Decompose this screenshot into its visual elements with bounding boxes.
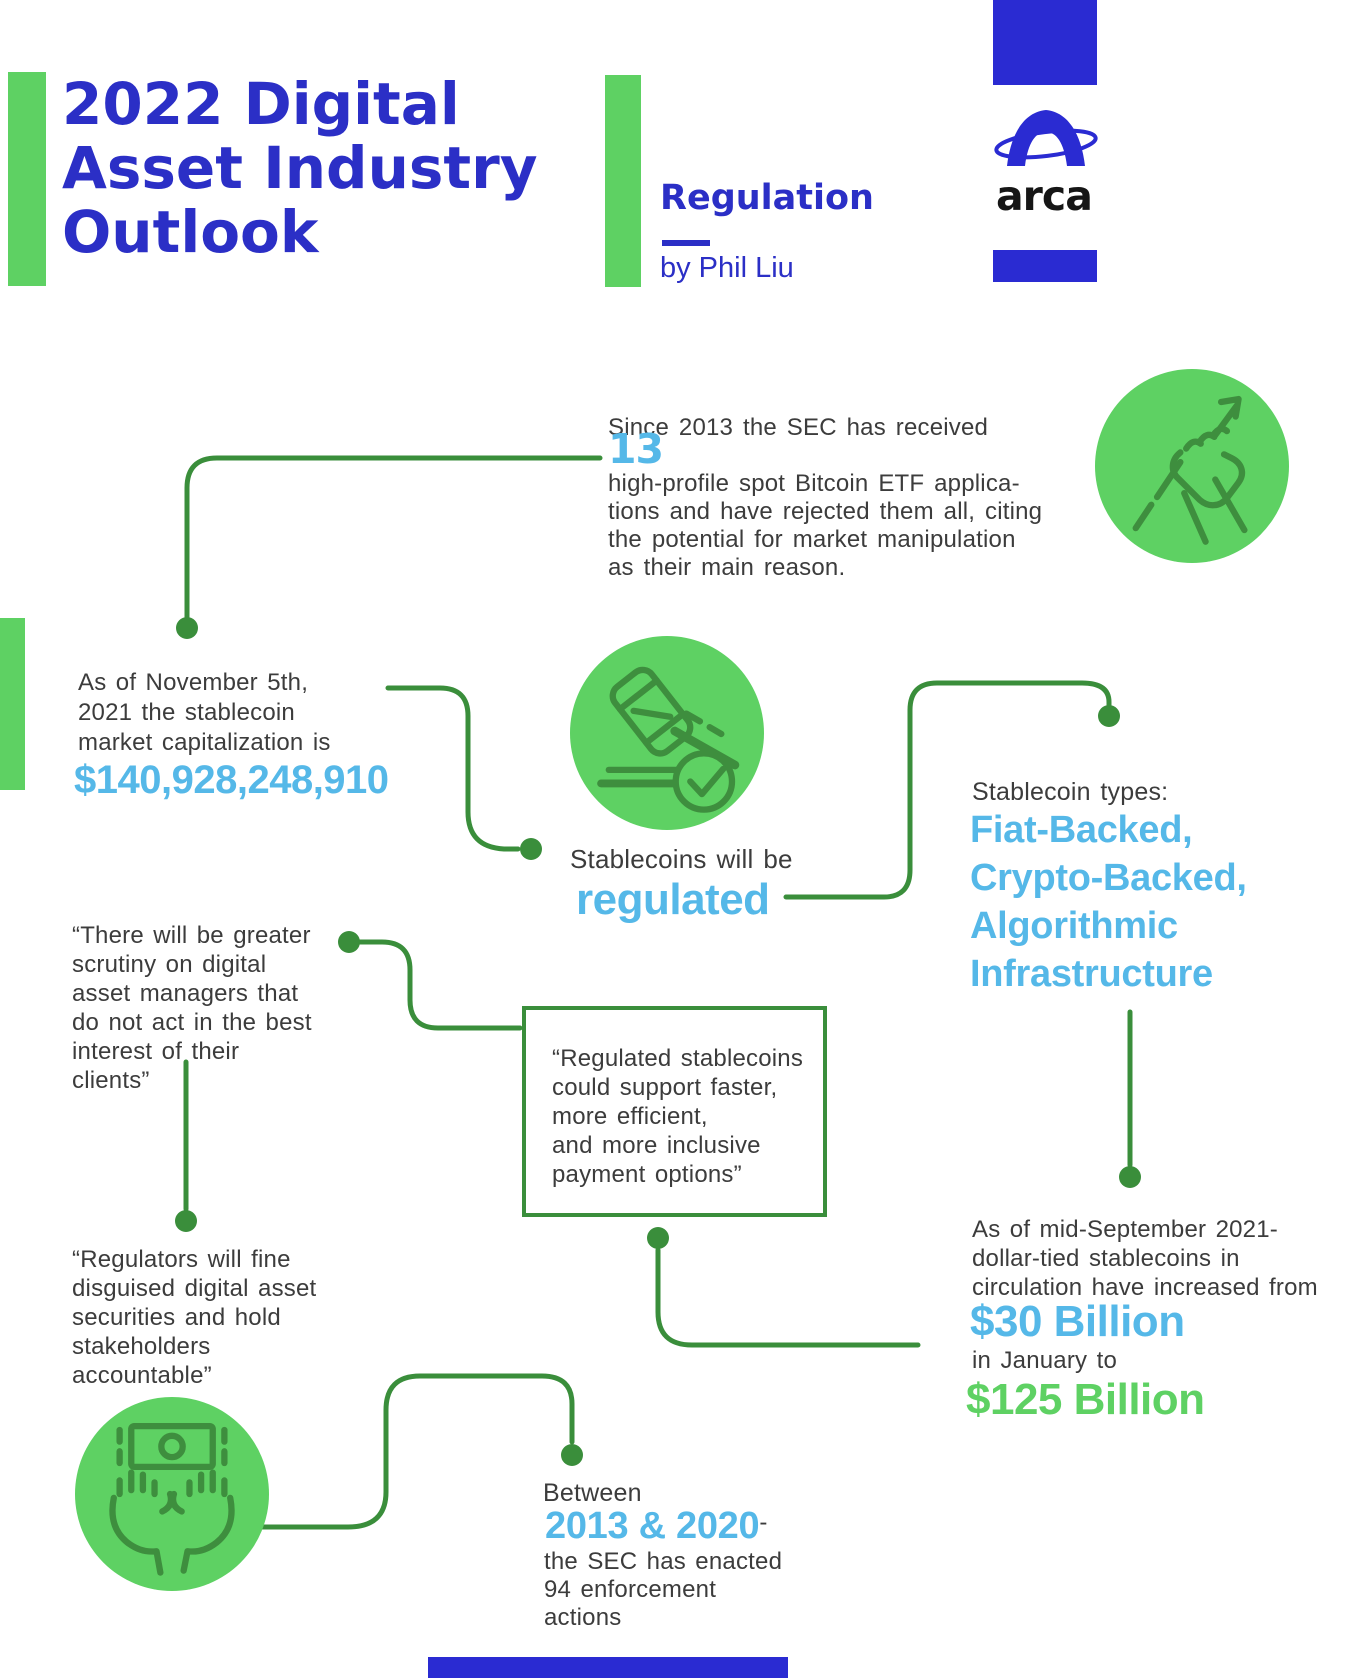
section-title: Regulation [660, 178, 874, 218]
dot-etf [176, 617, 198, 639]
section-title-underline [662, 240, 710, 246]
dot-enforcement [561, 1444, 583, 1466]
gavel-with-checkmark-icon [570, 636, 764, 830]
byline: by Phil Liu [660, 252, 794, 284]
regulated-heading-line1: Stablecoins will be [570, 844, 793, 874]
connector-box-growth [655, 1247, 921, 1348]
market-cap-value: $140,928,248,910 [74, 758, 389, 802]
connector-etf [184, 455, 603, 620]
stablecoin-types-label: Stablecoin types: [972, 778, 1169, 806]
bottom-bar [428, 1657, 788, 1678]
quote-scrutiny: “There will be greater scrutiny on digit… [72, 922, 312, 1094]
hands-holding-banknote-icon [75, 1397, 269, 1591]
dot-scrutiny [338, 931, 360, 953]
arca-arch-orbit-logo-icon [994, 110, 1098, 166]
enforcement-rest: the SEC has enacted 94 enforcement actio… [544, 1548, 783, 1631]
sec-etf-text-rest: high-profile spot Bitcoin ETF applica- t… [608, 470, 1043, 581]
dot-types [1098, 705, 1120, 727]
etf-applications-count: 13 [608, 425, 664, 473]
quote-box: “Regulated stablecoins could support fas… [522, 1006, 827, 1217]
green-bar-left [8, 72, 46, 286]
green-bar-middle [0, 618, 25, 790]
regulated-heading-line2: regulated [576, 875, 770, 924]
brand-name: arca [996, 172, 1093, 220]
dot-box [647, 1227, 669, 1249]
dot-regulated [520, 838, 542, 860]
dot-fines [175, 1210, 197, 1232]
connector-hands-enforcement [259, 1373, 575, 1530]
enforcement-dash: - [759, 1509, 768, 1536]
connector-mcap-regulated [385, 685, 521, 852]
logo-bottom-bar [993, 250, 1097, 282]
market-cap-text: As of November 5th, 2021 the stablecoin … [78, 669, 331, 756]
growth-to-value: $125 Billion [966, 1375, 1205, 1424]
connector-scrutiny-box [346, 939, 523, 1031]
sec-etf-paragraph: Since 2013 the SEC has received 13 high-… [608, 414, 1043, 582]
growth-text: As of mid-September 2021- dollar-tied st… [972, 1216, 1318, 1301]
page-title: 2022 Digital Asset Industry Outlook [62, 70, 538, 266]
stablecoin-types-list: Fiat-Backed, Crypto-Backed, Algorithmic … [970, 809, 1247, 995]
quote-box-text: “Regulated stablecoins could support fas… [552, 1045, 804, 1188]
fist-holding-rising-arrow-icon [1095, 369, 1289, 563]
quote-fines: “Regulators will fine disguised digital … [72, 1246, 317, 1389]
enforcement-range: 2013 & 2020 [545, 1505, 760, 1547]
dot-growth [1119, 1166, 1141, 1188]
enforcement-pre: Between [543, 1479, 642, 1507]
growth-from-value: $30 Billion [970, 1297, 1185, 1346]
enforcement-range-row: 2013 & 2020- [545, 1505, 767, 1548]
green-bar-divider [605, 75, 641, 287]
logo-top-rect [993, 0, 1097, 85]
growth-middle-text: in January to [972, 1347, 1118, 1374]
sec-etf-text-pre: Since 2013 the SEC has received [608, 414, 989, 441]
